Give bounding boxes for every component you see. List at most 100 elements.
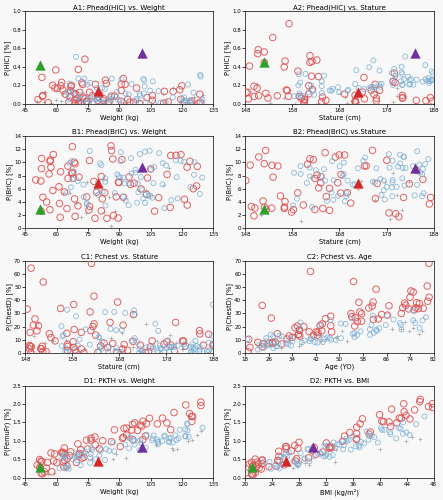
Point — [332, 153, 339, 161]
Point — [375, 315, 382, 323]
Point — [120, 321, 127, 329]
Point — [381, 176, 388, 184]
Point — [74, 452, 81, 460]
Point — [152, 440, 159, 448]
Point — [193, 342, 200, 350]
Point — [195, 100, 202, 108]
Point — [363, 162, 370, 170]
Point — [247, 161, 254, 169]
Point — [288, 447, 295, 455]
Point — [120, 98, 127, 106]
Point — [31, 315, 39, 323]
Point — [149, 344, 156, 352]
X-axis label: Age (YO): Age (YO) — [325, 364, 354, 370]
Point — [353, 66, 360, 74]
Point — [411, 164, 418, 172]
Point — [168, 344, 175, 351]
Point — [94, 98, 101, 106]
Point — [399, 80, 406, 88]
Point — [133, 95, 140, 103]
Point — [97, 446, 105, 454]
Y-axis label: P(FemuFr) [%]: P(FemuFr) [%] — [4, 408, 11, 455]
Point — [311, 174, 319, 182]
Point — [246, 460, 253, 468]
Point — [296, 332, 303, 340]
Point — [39, 74, 46, 82]
Point — [178, 345, 185, 353]
Point — [336, 151, 343, 159]
Point — [150, 432, 157, 440]
Point — [291, 100, 299, 108]
Point — [52, 96, 59, 104]
Point — [150, 179, 157, 187]
Point — [103, 445, 110, 453]
Point — [90, 178, 97, 186]
Point — [260, 48, 268, 56]
Point — [210, 342, 217, 349]
Point — [406, 431, 413, 439]
Point — [409, 162, 416, 170]
Point — [136, 92, 144, 100]
Point — [306, 462, 313, 469]
Point — [93, 188, 100, 196]
Point — [47, 164, 54, 172]
Point — [321, 335, 328, 343]
Point — [45, 98, 52, 106]
Point — [399, 81, 406, 89]
Point — [399, 94, 406, 102]
Point — [66, 190, 73, 198]
Point — [26, 345, 33, 353]
Point — [399, 70, 406, 78]
Point — [280, 453, 287, 461]
Point — [266, 458, 273, 466]
Point — [165, 98, 172, 106]
Point — [181, 98, 188, 106]
Point — [264, 94, 272, 102]
Point — [111, 189, 118, 197]
Point — [341, 90, 348, 98]
Point — [335, 88, 342, 96]
Point — [372, 196, 379, 203]
Point — [62, 344, 69, 352]
Point — [113, 344, 120, 352]
Point — [48, 468, 55, 476]
Point — [385, 209, 392, 217]
Point — [359, 88, 366, 96]
Point — [343, 437, 350, 445]
Point — [188, 436, 195, 444]
Point — [365, 84, 373, 92]
Point — [320, 165, 327, 173]
Point — [354, 185, 361, 193]
Point — [263, 342, 270, 349]
Point — [327, 312, 334, 320]
Point — [41, 340, 48, 347]
Point — [348, 312, 355, 320]
Point — [102, 202, 109, 209]
Point — [124, 346, 131, 354]
Point — [110, 212, 117, 220]
Point — [344, 176, 351, 184]
Point — [91, 214, 98, 222]
Point — [298, 458, 305, 466]
Point — [196, 190, 203, 198]
Point — [182, 344, 189, 351]
Point — [122, 309, 129, 317]
Point — [259, 343, 266, 351]
Point — [294, 189, 301, 197]
Point — [292, 457, 299, 465]
Point — [60, 458, 67, 466]
Point — [315, 334, 323, 342]
Point — [131, 440, 138, 448]
Point — [210, 340, 217, 348]
Point — [339, 172, 346, 180]
Point — [196, 326, 203, 334]
Point — [58, 448, 65, 456]
Point — [301, 454, 308, 462]
X-axis label: Stature (cm): Stature (cm) — [98, 364, 140, 370]
Point — [426, 293, 433, 301]
Point — [62, 452, 69, 460]
Point — [86, 96, 93, 104]
Point — [306, 337, 313, 345]
Point — [126, 434, 133, 442]
Point — [210, 300, 217, 308]
